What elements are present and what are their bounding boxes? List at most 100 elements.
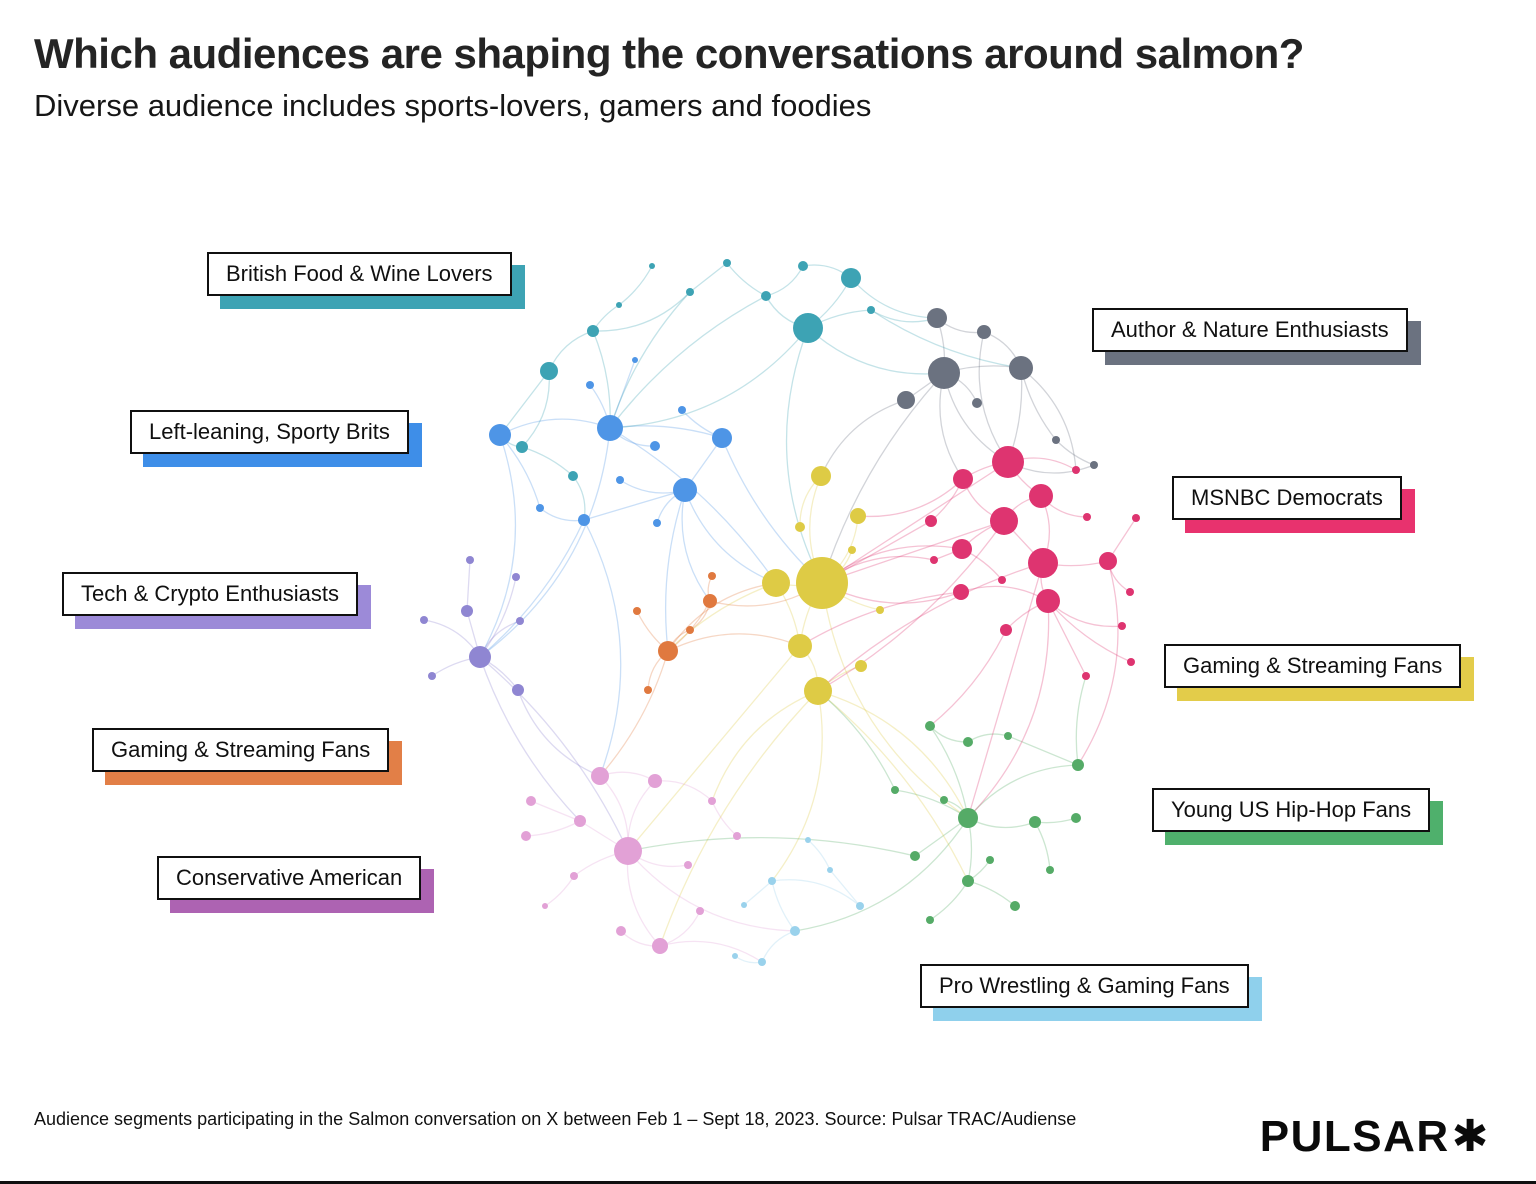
- network-node: [708, 797, 716, 805]
- network-node: [570, 872, 578, 880]
- network-node: [521, 831, 531, 841]
- network-node: [768, 877, 776, 885]
- network-node: [867, 306, 875, 314]
- network-node: [1010, 901, 1020, 911]
- network-node: [578, 514, 590, 526]
- network-node: [897, 391, 915, 409]
- network-node: [540, 362, 558, 380]
- pulsar-logo: PULSAR✱: [1260, 1111, 1490, 1162]
- network-node: [795, 522, 805, 532]
- network-node: [790, 926, 800, 936]
- network-node: [1127, 658, 1135, 666]
- network-node: [712, 428, 732, 448]
- network-node: [926, 916, 934, 924]
- network-node: [614, 837, 642, 865]
- segment-label-pro-wrestling-gaming-fans: Pro Wrestling & Gaming Fans: [920, 964, 1249, 1008]
- network-node: [678, 406, 686, 414]
- network-node: [616, 926, 626, 936]
- network-node: [927, 308, 947, 328]
- segment-label-text: British Food & Wine Lovers: [226, 261, 493, 286]
- segment-label-text: MSNBC Democrats: [1191, 485, 1383, 510]
- network-node: [420, 616, 428, 624]
- page-subtitle: Diverse audience includes sports-lovers,…: [34, 88, 872, 124]
- network-node: [686, 288, 694, 296]
- network-node: [650, 441, 660, 451]
- network-node: [652, 938, 668, 954]
- network-node: [841, 268, 861, 288]
- network-node: [910, 851, 920, 861]
- network-node: [1028, 548, 1058, 578]
- network-node: [644, 686, 652, 694]
- network-node: [805, 837, 811, 843]
- network-node: [793, 313, 823, 343]
- network-node: [891, 786, 899, 794]
- network-node: [1046, 866, 1054, 874]
- network-node: [761, 291, 771, 301]
- network-node: [586, 381, 594, 389]
- network-node: [856, 902, 864, 910]
- network-node: [1126, 588, 1134, 596]
- network-node: [952, 539, 972, 559]
- network-node: [1009, 356, 1033, 380]
- network-node: [1082, 672, 1090, 680]
- network-node: [758, 958, 766, 966]
- network-node: [673, 478, 697, 502]
- segment-label-msnbc-democrats: MSNBC Democrats: [1172, 476, 1402, 520]
- network-node: [1036, 589, 1060, 613]
- network-node: [1071, 813, 1081, 823]
- network-node: [811, 466, 831, 486]
- network-node: [542, 903, 548, 909]
- pulsar-logo-text: PULSAR: [1259, 1112, 1450, 1161]
- segment-label-text: Gaming & Streaming Fans: [1183, 653, 1443, 678]
- network-node: [796, 557, 848, 609]
- network-node: [741, 902, 747, 908]
- network-node: [616, 302, 622, 308]
- segment-label-text: Tech & Crypto Enthusiasts: [81, 581, 340, 606]
- network-node: [855, 660, 867, 672]
- network-node: [1118, 622, 1126, 630]
- network-node: [658, 641, 678, 661]
- network-node: [469, 646, 491, 668]
- network-node: [516, 441, 528, 453]
- segment-label-conservative-american: Conservative American: [157, 856, 422, 900]
- network-node: [928, 357, 960, 389]
- segment-label-text: Conservative American: [176, 865, 403, 890]
- network-node: [953, 469, 973, 489]
- network-node: [990, 507, 1018, 535]
- network-node: [953, 584, 969, 600]
- network-node: [930, 556, 938, 564]
- network-node: [597, 415, 623, 441]
- segment-label-text: Gaming & Streaming Fans: [111, 737, 371, 762]
- network-node: [1072, 466, 1080, 474]
- network-node: [616, 476, 624, 484]
- network-node: [798, 261, 808, 271]
- network-node: [708, 572, 716, 580]
- network-node: [1132, 514, 1140, 522]
- network-node: [632, 357, 638, 363]
- network-node: [963, 737, 973, 747]
- network-node: [998, 576, 1006, 584]
- network-node: [804, 677, 832, 705]
- segment-label-gaming-streaming-fans-orange: Gaming & Streaming Fans: [92, 728, 390, 772]
- network-node: [876, 606, 884, 614]
- asterisk-icon: ✱: [1451, 1112, 1490, 1161]
- network-node: [925, 721, 935, 731]
- network-node: [848, 546, 856, 554]
- network-node: [512, 684, 524, 696]
- network-node: [648, 774, 662, 788]
- network-node: [526, 796, 536, 806]
- page-title: Which audiences are shaping the conversa…: [34, 30, 1304, 77]
- network-node: [489, 424, 511, 446]
- network-node: [940, 796, 948, 804]
- network-node: [653, 519, 661, 527]
- segment-label-author-nature-enthusiasts: Author & Nature Enthusiasts: [1092, 308, 1408, 352]
- network-node: [536, 504, 544, 512]
- network-node: [1090, 461, 1098, 469]
- segment-label-text: Pro Wrestling & Gaming Fans: [939, 973, 1230, 998]
- header: Which audiences are shaping the conversa…: [34, 30, 1304, 124]
- network-node: [428, 672, 436, 680]
- network-node: [925, 515, 937, 527]
- network-node: [686, 626, 694, 634]
- network-node: [992, 446, 1024, 478]
- segment-label-gaming-streaming-fans-yellow: Gaming & Streaming Fans: [1164, 644, 1462, 688]
